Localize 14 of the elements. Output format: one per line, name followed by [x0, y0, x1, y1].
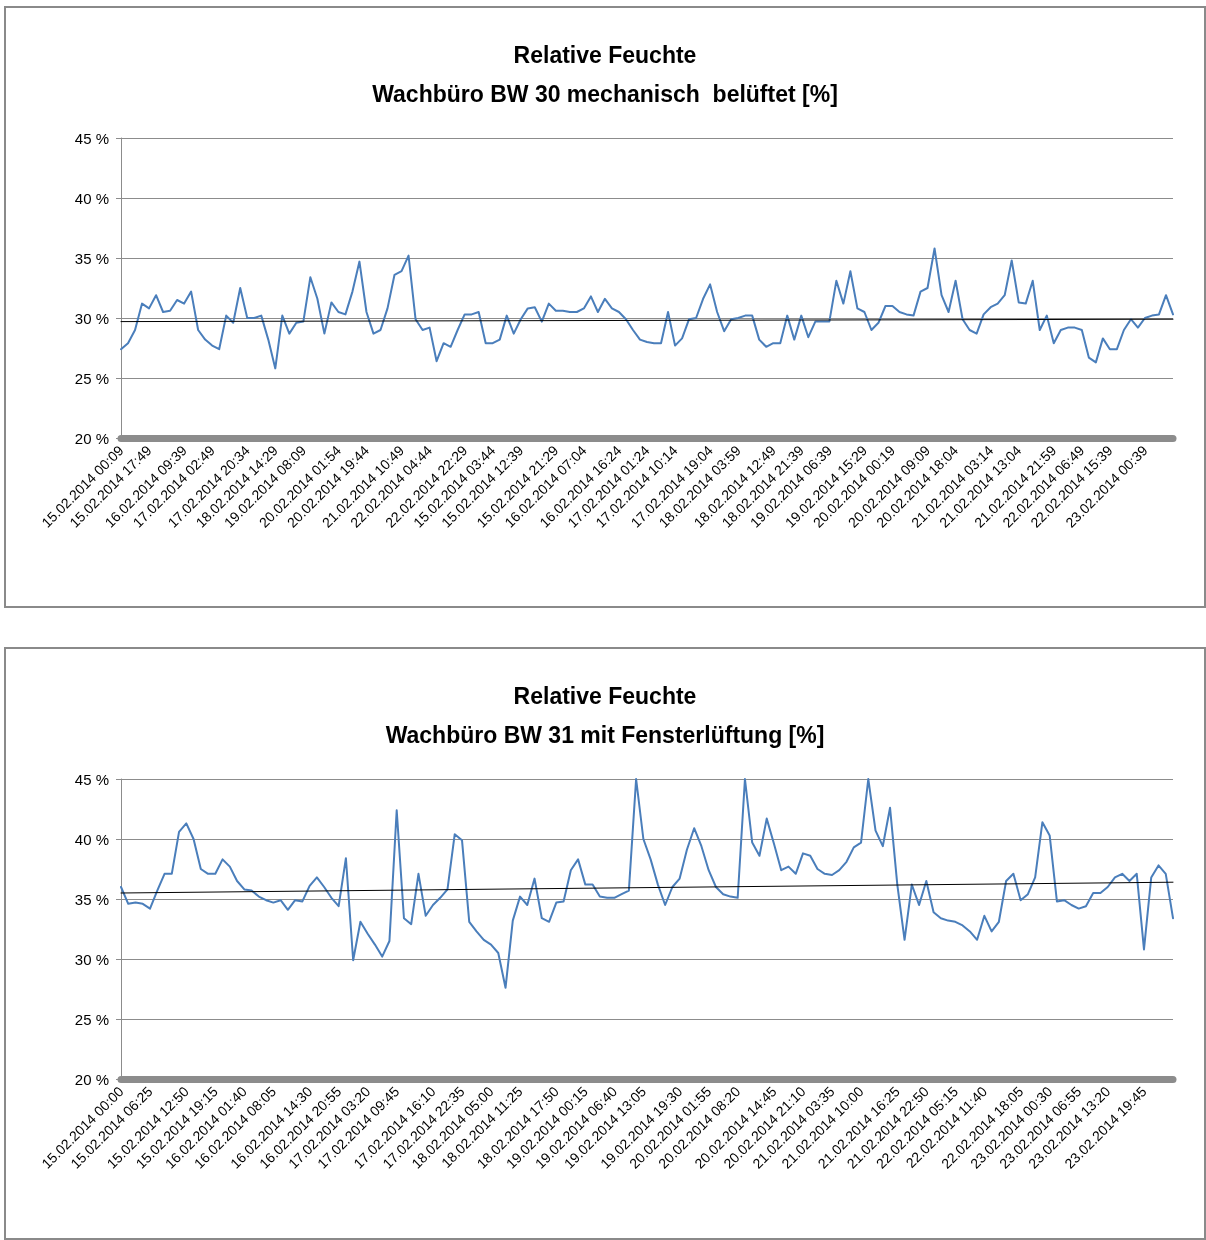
- y-tick-label: 40 %: [74, 189, 109, 207]
- y-tick-label: 20 %: [74, 429, 109, 447]
- y-tick-label: 45 %: [74, 770, 109, 788]
- chart-title: Relative Feuchte Wachbüro BW 30 mechanisch belüftet [%]: [372, 41, 838, 107]
- y-tick-label: 35 %: [74, 890, 109, 908]
- y-tick-label: 30 %: [74, 950, 109, 968]
- y-tick-label: 25 %: [74, 369, 109, 387]
- y-tick-label: 20 %: [74, 1070, 109, 1088]
- y-tick-label: 35 %: [74, 249, 109, 267]
- y-tick-label: 25 %: [74, 1010, 109, 1028]
- chart-title: Relative Feuchte Wachbüro BW 31 mit Fensterlüftung [%]: [385, 682, 825, 748]
- y-tick-label: 40 %: [74, 830, 109, 848]
- y-tick-label: 45 %: [74, 129, 109, 147]
- y-tick-label: 30 %: [74, 309, 109, 327]
